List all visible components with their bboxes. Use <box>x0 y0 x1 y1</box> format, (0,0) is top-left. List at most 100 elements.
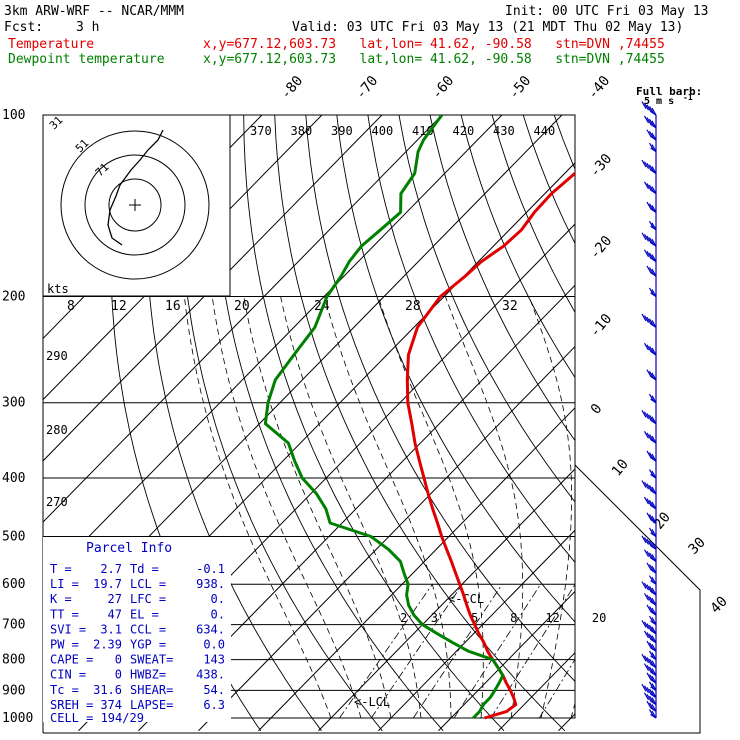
wind-barb-flag <box>648 203 655 212</box>
wind-barb-flag <box>646 432 652 441</box>
parcel-info-label: LI = <box>50 577 79 591</box>
mixing-ratio-line <box>538 658 575 719</box>
isotherm <box>258 407 575 732</box>
wind-barb-flag <box>651 166 657 174</box>
wind-barb-flag <box>643 234 650 242</box>
parcel-info-label: YGP = <box>130 638 166 652</box>
theta-label: 370 <box>250 124 272 138</box>
hodo-speed-label: 12 <box>111 299 127 314</box>
wind-barb-flag <box>651 541 657 550</box>
wind-barb-flag <box>651 635 657 643</box>
parcel-info-label: HWBZ= <box>130 668 166 682</box>
wind-barb-flag <box>648 106 655 114</box>
wind-barb-flag <box>651 222 657 231</box>
wind-barb-flag <box>641 535 647 544</box>
parcel-info-value: 0. <box>211 607 225 621</box>
wind-barb-flag <box>651 597 657 606</box>
lcl-label: <-LCL <box>354 695 390 709</box>
wind-barb-flag <box>643 115 650 124</box>
wind-barb-flag <box>646 550 652 559</box>
dry-adiabat <box>179 115 383 732</box>
isotherm <box>43 115 503 585</box>
wind-barb-flag <box>643 315 650 323</box>
wind-barb-flag <box>641 101 647 109</box>
parcel-info-label: K = <box>50 592 72 606</box>
wind-barb-flag <box>646 512 652 521</box>
isotherm <box>43 115 323 401</box>
wind-barb-flag <box>651 554 657 562</box>
dry-adiabat <box>647 115 740 731</box>
wind-barb-flag <box>648 452 655 460</box>
dry-adiabat <box>460 115 575 379</box>
wind-barb-flag <box>651 120 657 129</box>
wind-barb-flag <box>651 617 657 625</box>
moist-adiabat <box>243 296 392 719</box>
wind-barb-flag <box>648 642 655 650</box>
theta-label: 390 <box>331 124 353 138</box>
wind-barb-flag <box>646 265 652 274</box>
wind-barb-flag <box>643 630 650 639</box>
wind-barb-flag <box>643 692 650 701</box>
wind-barb-flag <box>651 660 657 668</box>
hodo-speed-label: 20 <box>234 299 250 314</box>
theta-label: 380 <box>291 124 313 138</box>
wind-barb-flag <box>646 498 652 506</box>
parcel-info-label: SWEAT= <box>130 653 173 667</box>
wind-barb-flag <box>648 371 655 379</box>
pressure-label-1000: 1000 <box>2 711 33 726</box>
dry-adiabat <box>243 115 505 732</box>
dry-adiabat <box>274 115 566 732</box>
parcel-info-value: 19.7 <box>93 577 122 591</box>
wind-barb-flag <box>646 632 652 640</box>
wind-barb-flag <box>651 132 657 141</box>
isotherm-label: 40 <box>708 594 731 617</box>
wind-barb-flag <box>648 658 655 667</box>
wind-barb-flag <box>643 411 650 420</box>
wind-barb-flag <box>651 587 657 596</box>
parcel-info-label: EL = <box>130 607 159 621</box>
pressure-label-600: 600 <box>2 577 25 592</box>
wind-barb-flag <box>648 633 655 642</box>
wind-barb-flag <box>651 690 657 698</box>
wind-barb-flag <box>641 232 647 241</box>
moist-adiabat <box>631 297 740 719</box>
theta-label: 400 <box>372 124 394 138</box>
wind-barb-flag <box>648 414 655 423</box>
dry-adiabat <box>367 115 575 563</box>
wind-barb-flag <box>651 515 657 524</box>
mixing-ratio-line <box>453 584 541 719</box>
parcel-info-box <box>43 537 231 722</box>
parcel-info-value: 2.7 <box>100 562 122 576</box>
wind-barb-flag <box>643 496 650 505</box>
wind-barb-flag <box>648 624 655 633</box>
moist-adiabat <box>184 296 332 719</box>
wind-barb-flag <box>651 565 657 574</box>
parcel-info-label: Tc = <box>50 683 79 697</box>
barb-key-title: Full barb: <box>636 85 702 98</box>
parcel-info-value: 0 <box>115 653 122 667</box>
wind-barb-flag <box>643 481 650 490</box>
wind-barb-flag <box>648 702 655 711</box>
hodo-speed-label: 28 <box>405 299 421 314</box>
wind-barb-flag <box>648 606 655 614</box>
wind-barb-flag <box>648 318 655 327</box>
wind-barb-flag <box>646 657 652 665</box>
barb-key-value: 5 m s <box>644 96 674 107</box>
wind-barb-flag <box>651 372 657 381</box>
wind-barb-flag <box>651 668 657 676</box>
wind-barb <box>646 512 657 524</box>
wind-barb-flag <box>646 604 652 613</box>
wind-barb <box>643 496 657 510</box>
wind-barb-flag <box>648 514 655 522</box>
plot-frame <box>42 114 576 719</box>
wind-barb <box>646 129 657 141</box>
wind-barb-flag <box>648 615 655 624</box>
wind-barb-flag <box>643 342 650 351</box>
wind-barb-flag <box>646 235 652 244</box>
wind-barb-flag <box>651 395 657 404</box>
hodo-ring <box>108 178 162 232</box>
parcel-info-label: SREH = <box>50 698 93 712</box>
wind-barb-flag <box>646 117 652 125</box>
parcel-info-label: CCL = <box>130 622 166 636</box>
lower-frame <box>43 464 701 734</box>
